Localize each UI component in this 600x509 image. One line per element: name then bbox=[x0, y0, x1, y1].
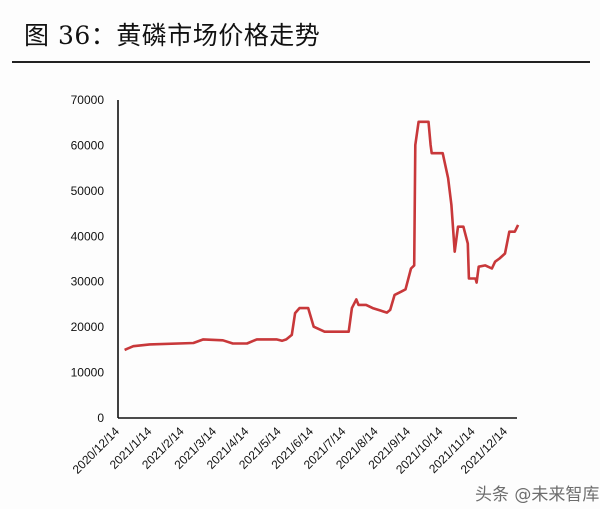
watermark: 头条 @未来智库 bbox=[475, 485, 600, 505]
y-tick-label: 60000 bbox=[71, 138, 105, 152]
y-tick-label: 40000 bbox=[71, 229, 105, 243]
y-axis-ticks: 0 10000 20000 30000 40000 50000 60000 70000 bbox=[71, 93, 105, 425]
price-line bbox=[124, 120, 520, 352]
y-tick-label: 30000 bbox=[71, 275, 105, 289]
chart-title: 图 36：黄磷市场价格走势 bbox=[24, 21, 321, 50]
title-divider bbox=[12, 61, 590, 63]
y-tick-label: 20000 bbox=[71, 320, 105, 334]
y-tick-label: 0 bbox=[97, 411, 104, 425]
x-axis-ticks: 2020/12/142021/1/142021/2/142021/3/14202… bbox=[70, 424, 511, 477]
y-tick-label: 10000 bbox=[71, 366, 105, 380]
y-tick-label: 50000 bbox=[71, 184, 105, 198]
y-tick-label: 70000 bbox=[71, 93, 105, 107]
